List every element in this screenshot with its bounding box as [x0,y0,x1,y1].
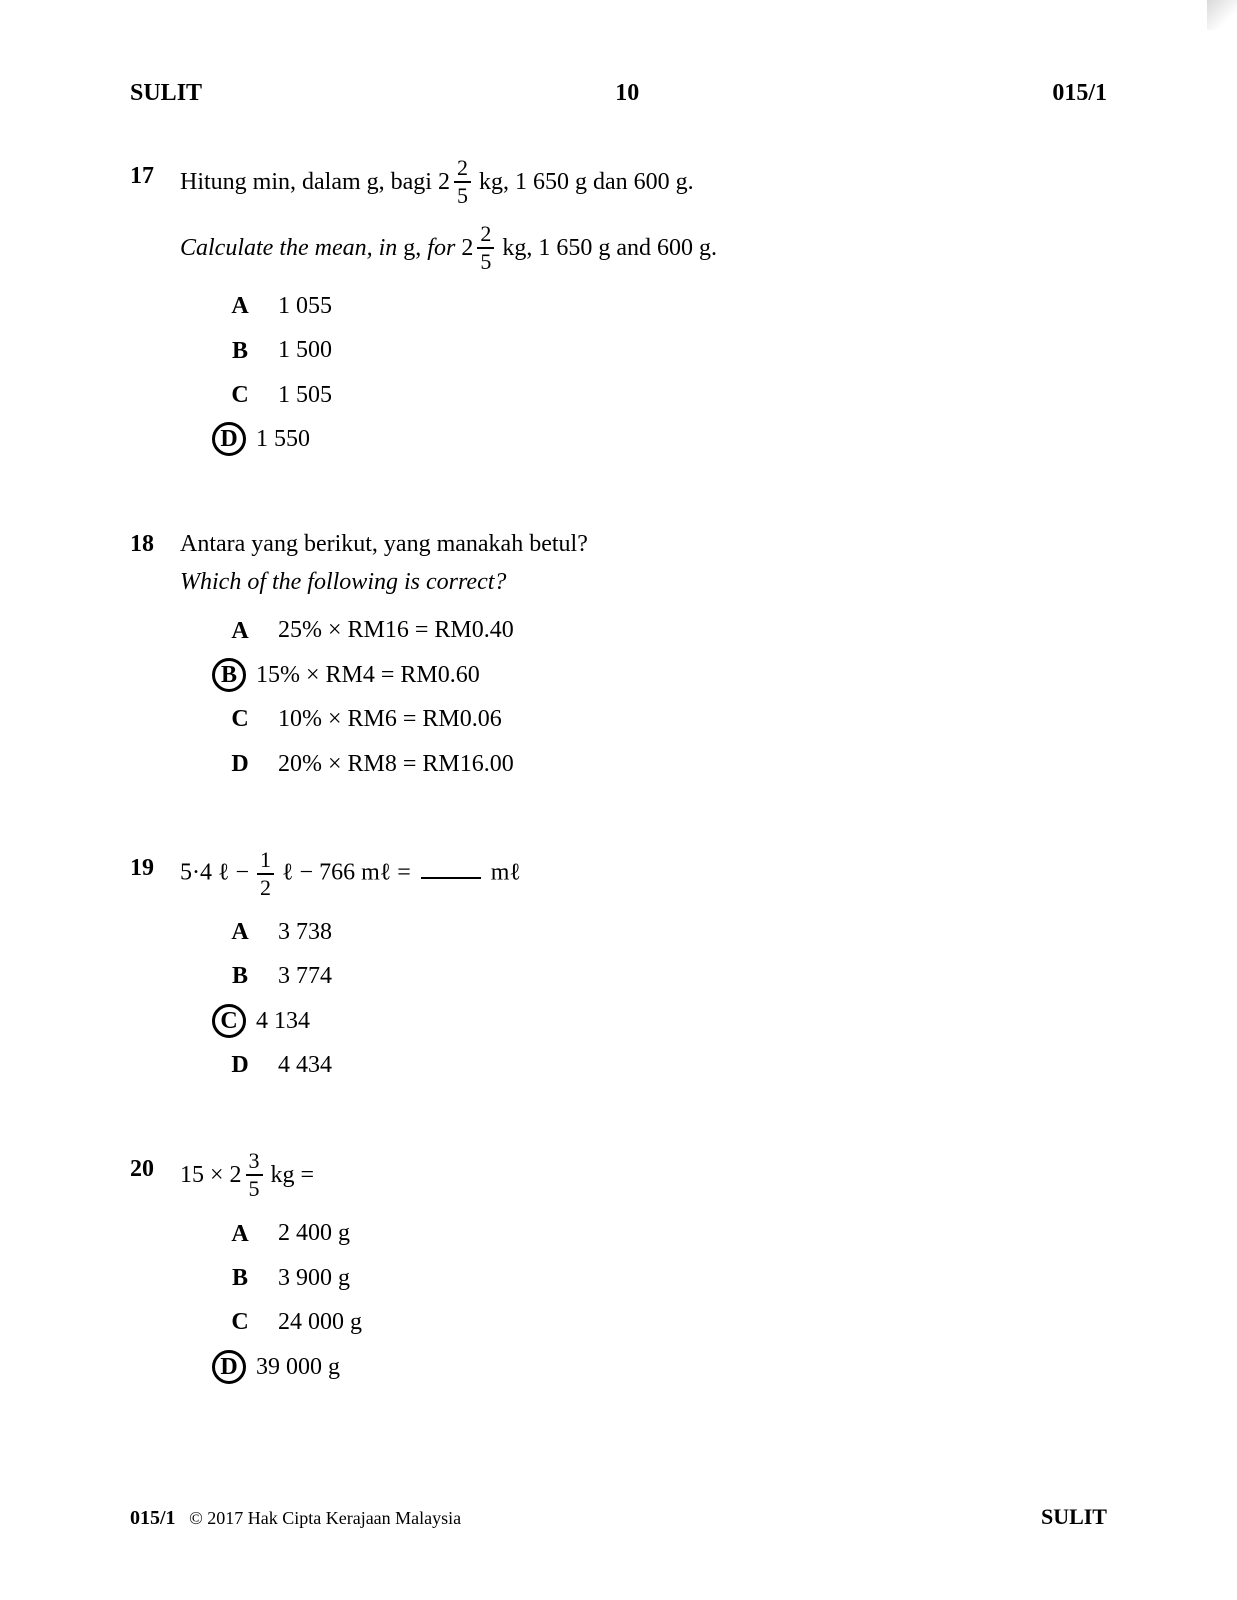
mixed-fraction: 2 2 5 [438,157,473,207]
option-value: 20% × RM8 = RM16.00 [278,745,514,783]
option-value: 25% × RM16 = RM0.40 [278,611,514,649]
option-row: C4 134 [220,1002,1107,1040]
option-row: C 10% × RM6 = RM0.06 [220,700,1107,738]
q17-en-pre: Calculate the mean, in [180,235,403,261]
question-number: 19 [130,849,180,887]
q19-eq-pre: 5·4 ℓ − [180,859,255,885]
q19-eq-mid: ℓ − 766 mℓ = [282,859,417,885]
page-header: SULIT 10 015/1 [130,80,1107,107]
mixed-fraction: 2 3 5 [230,1150,265,1200]
option-value: 10% × RM6 = RM0.06 [278,700,502,738]
option-row: B 3 900 g [220,1259,1107,1297]
option-letter: A [220,289,260,323]
option-letter: A [220,614,260,648]
q20-options: A 2 400 g B 3 900 g C 24 000 g D39 000 g [220,1214,1107,1386]
option-value: 1 505 [278,376,332,414]
option-value: 2 400 g [278,1214,350,1252]
option-letter-circled: C [212,1004,246,1038]
footer-code: 015/1 [130,1507,176,1529]
option-row: B 1 500 [220,331,1107,369]
option-letter-circled: D [212,422,246,456]
header-left: SULIT [130,80,202,107]
option-value: 15% × RM4 = RM0.60 [256,656,480,694]
footer-copyright: © 2017 Hak Cipta Kerajaan Malaysia [189,1508,461,1528]
page-number: 10 [615,80,639,107]
question-17: 17 Hitung min, dalam g, bagi 2 2 5 kg, 1… [130,157,1107,465]
option-row: A 1 055 [220,287,1107,325]
question-body: 5·4 ℓ − 1 2 ℓ − 766 mℓ = mℓ A 3 738 B 3 774… [180,849,1107,1091]
q18-line2: Which of the following is correct? [180,563,1107,601]
q17-options: A 1 055 B 1 500 C 1 505 D1 550 [220,287,1107,459]
q20-eq-post: kg = [271,1162,315,1188]
option-letter: C [220,378,260,412]
question-body: 15 × 2 3 5 kg = A 2 400 g B 3 900 g C 24 000 … [180,1150,1107,1392]
option-row: A 3 738 [220,913,1107,951]
question-body: Hitung min, dalam g, bagi 2 2 5 kg, 1 65… [180,157,1107,465]
q19-options: A 3 738 B 3 774 C4 134 D 4 434 [220,913,1107,1085]
option-row: D39 000 g [220,1348,1107,1386]
question-18: 18 Antara yang berikut, yang manakah bet… [130,525,1107,789]
q19-eq-post: mℓ [491,859,521,885]
option-row: B 3 774 [220,957,1107,995]
option-letter-circled: D [212,1350,246,1384]
option-value: 24 000 g [278,1303,362,1341]
option-row: A 25% × RM16 = RM0.40 [220,611,1107,649]
option-letter: B [220,1261,260,1295]
q17-text-post: kg, 1 650 g dan 600 g. [479,169,694,195]
paper-code: 015/1 [1052,80,1107,107]
question-number: 20 [130,1150,180,1188]
question-20: 20 15 × 2 3 5 kg = A 2 400 g B 3 900 g C 24 0… [130,1150,1107,1392]
option-value: 3 900 g [278,1259,350,1297]
mixed-fraction: 2 2 5 [461,223,496,273]
footer-left: 015/1 © 2017 Hak Cipta Kerajaan Malaysia [130,1507,461,1530]
option-row: A 2 400 g [220,1214,1107,1252]
option-value: 1 500 [278,331,332,369]
page-corner-shadow [1207,0,1237,30]
option-value: 4 134 [256,1002,310,1040]
option-row: B15% × RM4 = RM0.60 [220,656,1107,694]
option-letter: C [220,702,260,736]
option-row: D 4 434 [220,1046,1107,1084]
q18-line1: Antara yang berikut, yang manakah betul? [180,525,1107,563]
option-value: 3 738 [278,913,332,951]
option-value: 1 550 [256,420,310,458]
option-letter: B [220,334,260,368]
option-row: C 24 000 g [220,1303,1107,1341]
option-letter: A [220,915,260,949]
question-body: Antara yang berikut, yang manakah betul?… [180,525,1107,789]
option-letter: A [220,1217,260,1251]
option-value: 39 000 g [256,1348,340,1386]
fill-blank [421,877,481,879]
question-number: 18 [130,525,180,563]
q20-eq-pre: 15 × [180,1162,230,1188]
option-value: 4 434 [278,1046,332,1084]
q17-en-post: kg, 1 650 g and 600 g. [502,235,717,261]
option-row: C 1 505 [220,376,1107,414]
question-19: 19 5·4 ℓ − 1 2 ℓ − 766 mℓ = mℓ A 3 738 B 3 … [130,849,1107,1091]
option-letter: D [220,1048,260,1082]
option-letter: B [220,959,260,993]
option-row: D1 550 [220,420,1107,458]
option-letter: D [220,747,260,781]
option-row: D 20% × RM8 = RM16.00 [220,745,1107,783]
exam-page: SULIT 10 015/1 17 Hitung min, dalam g, b… [0,0,1237,1512]
q17-text-pre: Hitung min, dalam g, bagi [180,169,438,195]
option-value: 3 774 [278,957,332,995]
option-letter-circled: B [212,658,246,692]
footer-right: SULIT [1041,1504,1107,1530]
fraction: 1 2 [257,849,274,899]
question-number: 17 [130,157,180,195]
option-value: 1 055 [278,287,332,325]
q18-options: A 25% × RM16 = RM0.40 B15% × RM4 = RM0.60 C… [220,611,1107,783]
page-footer: 015/1 © 2017 Hak Cipta Kerajaan Malaysia… [130,1504,1107,1530]
option-letter: C [220,1305,260,1339]
